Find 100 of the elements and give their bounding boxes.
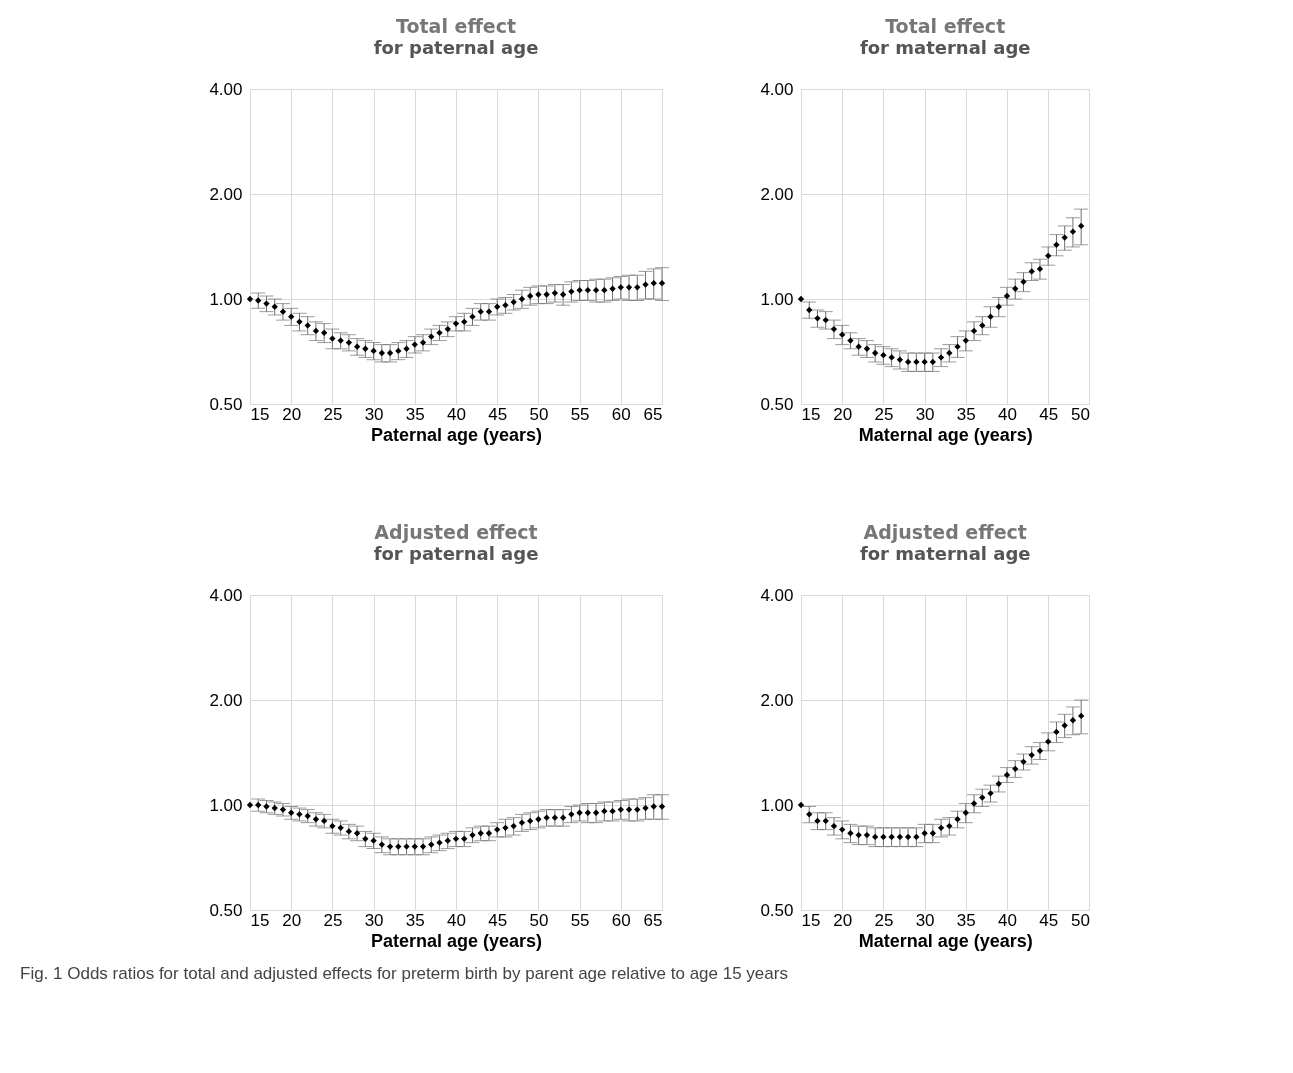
point bbox=[535, 816, 542, 823]
point bbox=[469, 313, 476, 320]
point bbox=[543, 814, 550, 821]
point bbox=[386, 349, 394, 357]
point bbox=[378, 841, 385, 848]
point bbox=[592, 809, 600, 816]
x-tick-label: 30 bbox=[364, 404, 384, 424]
point bbox=[436, 839, 443, 846]
point bbox=[386, 843, 394, 850]
y-tick-label: 1.00 bbox=[209, 795, 243, 815]
point bbox=[345, 339, 353, 346]
point bbox=[510, 822, 517, 830]
x-tick-label: 35 bbox=[956, 910, 976, 930]
point bbox=[296, 318, 303, 326]
point bbox=[485, 308, 493, 315]
point bbox=[452, 320, 460, 327]
point bbox=[461, 318, 468, 326]
x-tick-label: 25 bbox=[323, 404, 343, 424]
point bbox=[576, 287, 583, 294]
chart-title: Adjusted effect bbox=[374, 521, 538, 543]
point bbox=[296, 811, 303, 818]
point bbox=[592, 287, 600, 294]
x-tick-label: 20 bbox=[282, 404, 302, 424]
point bbox=[502, 302, 509, 309]
point bbox=[658, 803, 666, 810]
point bbox=[263, 803, 270, 810]
point bbox=[609, 285, 616, 292]
point bbox=[411, 341, 418, 348]
point bbox=[304, 322, 311, 329]
x-tick-label: 60 bbox=[611, 910, 631, 930]
point bbox=[329, 822, 336, 830]
x-axis-title: Paternal age (years) bbox=[370, 424, 543, 445]
y-tick-label: 1.00 bbox=[760, 289, 794, 309]
point bbox=[502, 824, 509, 832]
point bbox=[403, 843, 410, 850]
x-tick-label: 15 bbox=[250, 910, 270, 930]
point bbox=[617, 806, 624, 813]
x-tick-label: 30 bbox=[915, 910, 935, 930]
y-tick-label: 0.50 bbox=[760, 394, 794, 414]
x-tick-label: 60 bbox=[611, 404, 631, 424]
point bbox=[321, 817, 328, 825]
point bbox=[617, 284, 624, 291]
chart-title: Total effect bbox=[885, 15, 1006, 37]
point bbox=[625, 806, 633, 813]
y-tick-label: 0.50 bbox=[209, 900, 243, 920]
point bbox=[337, 337, 344, 344]
x-tick-label: 50 bbox=[529, 910, 549, 930]
point bbox=[518, 819, 526, 826]
x-tick-label: 65 bbox=[643, 910, 663, 930]
point bbox=[543, 291, 550, 298]
point bbox=[559, 814, 567, 821]
x-tick-label: 40 bbox=[447, 404, 466, 424]
x-tick-label: 25 bbox=[323, 910, 343, 930]
point bbox=[312, 816, 320, 823]
chart-subtitle: for paternal age bbox=[373, 543, 539, 564]
x-tick-label: 45 bbox=[1039, 910, 1059, 930]
x-tick-label: 45 bbox=[1039, 404, 1059, 424]
point bbox=[395, 843, 402, 850]
y-tick-label: 2.00 bbox=[760, 690, 794, 710]
point bbox=[568, 811, 575, 818]
point bbox=[527, 292, 534, 300]
point bbox=[650, 803, 657, 810]
point bbox=[469, 831, 476, 839]
caption: Fig. 1 Odds ratios for total and adjusted effects for preterm birth by parent age relative to age 15 years bbox=[20, 964, 789, 984]
point bbox=[568, 288, 575, 295]
chart-title: Adjusted effect bbox=[863, 521, 1027, 543]
point bbox=[658, 280, 666, 287]
x-tick-label: 45 bbox=[488, 404, 508, 424]
x-tick-label: 50 bbox=[529, 404, 549, 424]
point bbox=[428, 333, 435, 340]
x-tick-label: 40 bbox=[998, 910, 1017, 930]
point bbox=[263, 300, 270, 307]
chart-subtitle: for maternal age bbox=[859, 37, 1031, 58]
point bbox=[345, 828, 353, 835]
x-axis-title: Maternal age (years) bbox=[858, 424, 1033, 445]
x-tick-label: 30 bbox=[915, 404, 935, 424]
y-tick-label: 2.00 bbox=[760, 184, 794, 204]
y-tick-label: 4.00 bbox=[209, 585, 243, 605]
point bbox=[288, 809, 295, 816]
point bbox=[551, 289, 559, 297]
point bbox=[304, 812, 311, 820]
point bbox=[477, 830, 484, 837]
y-tick-label: 4.00 bbox=[209, 79, 243, 99]
point bbox=[312, 327, 320, 335]
point bbox=[559, 291, 567, 298]
x-tick-label: 20 bbox=[833, 910, 853, 930]
point bbox=[436, 329, 443, 336]
y-tick-label: 4.00 bbox=[760, 585, 794, 605]
point bbox=[510, 298, 517, 306]
x-tick-label: 20 bbox=[282, 910, 302, 930]
point bbox=[403, 345, 410, 352]
point bbox=[337, 824, 344, 832]
point bbox=[428, 841, 435, 848]
chart-title: Total effect bbox=[395, 15, 517, 37]
point bbox=[255, 297, 262, 304]
point bbox=[584, 287, 591, 294]
point bbox=[634, 284, 641, 291]
x-tick-label: 25 bbox=[874, 404, 894, 424]
point bbox=[321, 329, 328, 336]
point bbox=[411, 843, 418, 850]
